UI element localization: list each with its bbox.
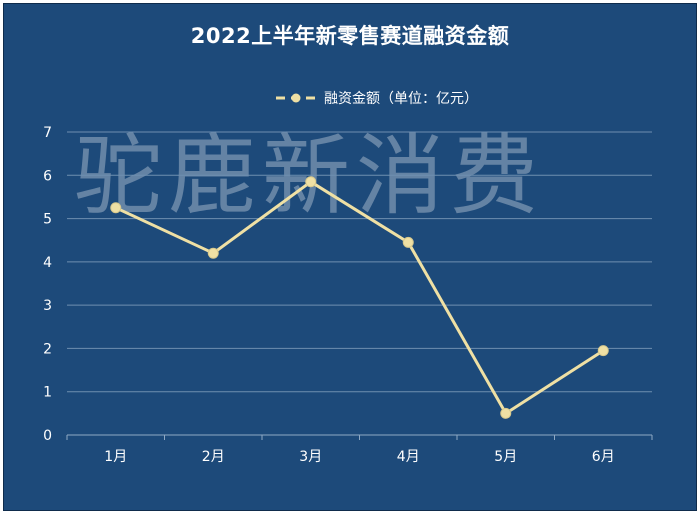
y-tick-label-0: 0	[43, 428, 52, 444]
data-point	[500, 407, 512, 419]
series-line	[114, 180, 605, 415]
chart-title: 2022上半年新零售赛道融资金额	[190, 24, 510, 48]
data-point	[110, 202, 122, 214]
y-tick-label-6: 6	[43, 168, 52, 184]
legend-label: 融资金额（单位：亿元）	[324, 91, 478, 107]
data-point	[207, 247, 219, 259]
x-tick-label: 4月	[397, 449, 420, 465]
chart-legend: 融资金额（单位：亿元）	[274, 88, 478, 108]
y-tick-label-5: 5	[43, 212, 52, 228]
y-tick-label-2: 2	[43, 341, 52, 357]
y-tick-label-3: 3	[43, 298, 52, 314]
x-tick-label: 2月	[202, 449, 225, 465]
x-tick-label: 1月	[104, 449, 127, 465]
y-tick-label-7: 7	[43, 125, 52, 141]
data-point	[597, 345, 609, 357]
x-tick-label: 5月	[494, 449, 517, 465]
data-point	[402, 236, 414, 248]
legend-marker-icon	[276, 93, 316, 103]
y-tick-label-1: 1	[43, 385, 52, 401]
x-tick-label: 3月	[299, 449, 322, 465]
x-tick-label: 6月	[592, 449, 615, 465]
y-tick-label-4: 4	[43, 255, 52, 271]
data-point	[305, 176, 317, 188]
